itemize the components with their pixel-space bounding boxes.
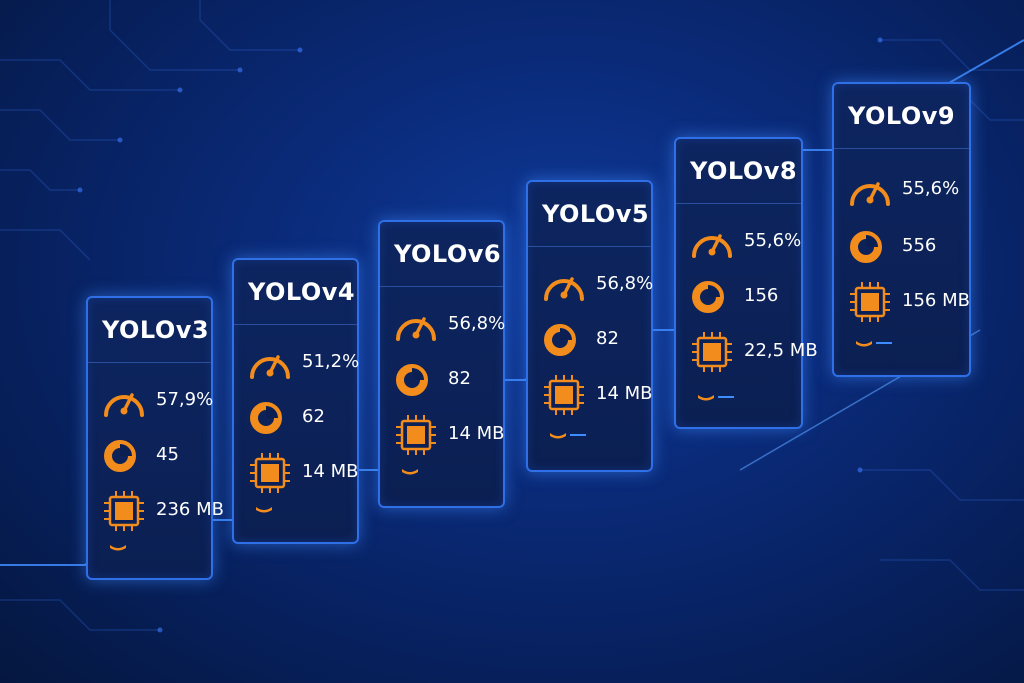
pie-chart-icon — [104, 440, 136, 472]
fps-row: 82 — [394, 360, 507, 400]
card-title: YOLOv3 — [88, 298, 211, 363]
fps-row: 556 — [848, 227, 973, 267]
fps-row: 156 — [690, 277, 805, 317]
card-title: YOLOv6 — [380, 222, 503, 287]
decorative-tick — [856, 341, 892, 347]
gauge-icon — [250, 355, 290, 379]
accuracy-row: 57,9% — [102, 381, 215, 421]
card-yolov9: YOLOv9 55,6% 556 156 MB — [832, 82, 971, 377]
gauge-icon — [396, 317, 436, 341]
size-value: 236 MB — [156, 499, 224, 520]
fps-value: 556 — [902, 235, 937, 256]
card-yolov5: YOLOv5 56,8% 82 14 MB — [526, 180, 653, 472]
cpu-chip-icon — [104, 491, 144, 531]
size-row: 156 MB — [848, 282, 973, 322]
gauge-icon — [692, 234, 732, 258]
pie-chart-icon — [692, 281, 724, 313]
cpu-chip-icon — [544, 375, 584, 415]
accuracy-row: 55,6% — [848, 170, 973, 210]
card-yolov4: YOLOv4 51,2% 62 14 MB — [232, 258, 359, 544]
cpu-chip-icon — [396, 415, 436, 455]
cpu-chip-icon — [250, 453, 290, 493]
fps-value: 62 — [302, 406, 325, 427]
gauge-icon — [104, 393, 144, 417]
card-title: YOLOv4 — [234, 260, 357, 325]
size-value: 14 MB — [448, 423, 505, 444]
size-row: 14 MB — [248, 453, 361, 493]
decorative-tick — [402, 469, 418, 475]
size-row: 236 MB — [102, 491, 224, 531]
fps-value: 45 — [156, 444, 179, 465]
accuracy-value: 56,8% — [448, 313, 506, 334]
size-row: 14 MB — [394, 415, 507, 455]
decorative-tick — [698, 395, 734, 401]
pie-chart-icon — [544, 324, 576, 356]
decorative-tick — [256, 507, 272, 513]
decorative-tick — [550, 433, 586, 439]
size-value: 14 MB — [596, 383, 653, 404]
accuracy-value: 56,8% — [596, 273, 654, 294]
card-title: YOLOv5 — [528, 182, 651, 247]
fps-value: 156 — [744, 285, 779, 306]
accuracy-value: 55,6% — [902, 178, 960, 199]
card-title: YOLOv9 — [834, 84, 969, 149]
accuracy-row: 56,8% — [542, 265, 655, 305]
size-row: 14 MB — [542, 375, 655, 415]
accuracy-row: 56,8% — [394, 305, 507, 345]
fps-row: 45 — [102, 436, 215, 476]
gauge-icon — [850, 182, 890, 206]
cpu-chip-icon — [692, 332, 732, 372]
card-yolov6: YOLOv6 56,8% 82 14 MB — [378, 220, 505, 508]
gauge-icon — [544, 277, 584, 301]
accuracy-value: 51,2% — [302, 351, 360, 372]
size-value: 14 MB — [302, 461, 359, 482]
card-title: YOLOv8 — [676, 139, 801, 204]
fps-row: 62 — [248, 398, 361, 438]
fps-value: 82 — [596, 328, 619, 349]
cpu-chip-icon — [850, 282, 890, 322]
accuracy-row: 51,2% — [248, 343, 361, 383]
fps-row: 82 — [542, 320, 655, 360]
size-value: 22,5 MB — [744, 340, 818, 361]
pie-chart-icon — [396, 364, 428, 396]
pie-chart-icon — [250, 402, 282, 434]
accuracy-value: 55,6% — [744, 230, 802, 251]
accuracy-row: 55,6% — [690, 222, 805, 262]
size-row: 22,5 MB — [690, 332, 818, 372]
card-yolov8: YOLOv8 55,6% 156 22,5 MB — [674, 137, 818, 429]
pie-chart-icon — [850, 231, 882, 263]
fps-value: 82 — [448, 368, 471, 389]
card-yolov3: YOLOv3 57,9% 45 236 MB — [86, 296, 224, 580]
size-value: 156 MB — [902, 290, 970, 311]
accuracy-value: 57,9% — [156, 389, 214, 410]
decorative-tick — [110, 545, 126, 551]
